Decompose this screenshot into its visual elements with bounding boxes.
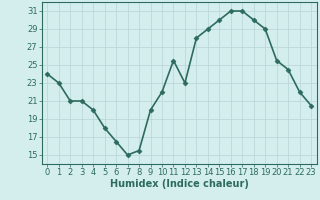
X-axis label: Humidex (Indice chaleur): Humidex (Indice chaleur) <box>110 179 249 189</box>
